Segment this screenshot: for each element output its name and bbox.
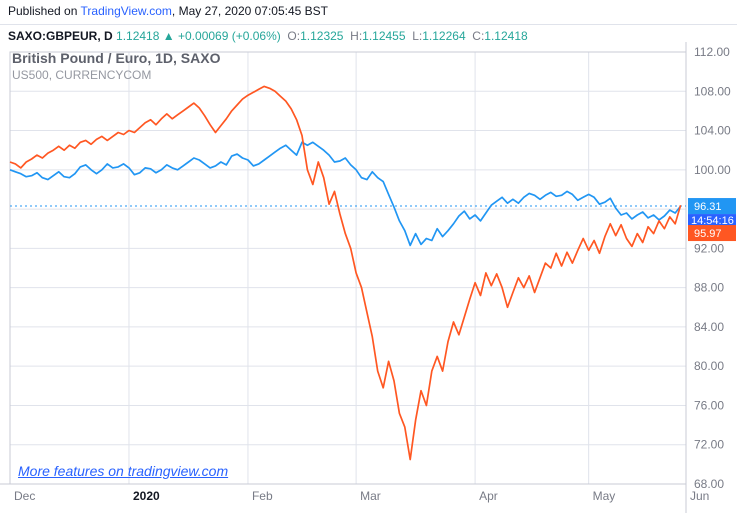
y-tick-label: 84.00 [694,320,724,334]
chart-title-main: British Pound / Euro, 1D, SAXO [12,50,220,66]
y-tick-label: 108.00 [694,84,731,98]
high-label: H: [350,29,362,43]
close-label: C: [472,29,484,43]
chart-area[interactable]: British Pound / Euro, 1D, SAXO US500, CU… [0,42,737,513]
price-tag-series1: 96.31 [694,201,722,213]
y-tick-label: 76.00 [694,398,724,412]
chart-svg: 68.0072.0076.0080.0084.0088.0092.0096.00… [0,42,737,513]
change-value: +0.00069 (+0.06%) [178,29,281,43]
chart-title-sub: US500, CURRENCYCOM [12,68,220,82]
y-tick-label: 72.00 [694,438,724,452]
x-tick-label: Jun [690,489,709,503]
x-tick-label: May [593,489,616,503]
published-prefix: Published on [8,4,81,18]
low-value: 1.12264 [422,29,465,43]
low-label: L: [412,29,422,43]
published-datetime: , May 27, 2020 07:05:45 BST [172,4,328,18]
symbol-label: SAXO:GBPEUR, D [8,29,113,43]
price-tag-series2: 95.97 [694,228,722,240]
y-tick-label: 92.00 [694,241,724,255]
published-bar: Published on TradingView.com, May 27, 20… [0,0,737,25]
x-tick-label: Dec [14,489,35,503]
y-tick-label: 100.00 [694,163,731,177]
more-features-link[interactable]: More features on tradingview.com [18,463,228,479]
y-tick-label: 112.00 [694,45,730,59]
series-GBPEUR [10,142,681,245]
x-tick-label: 2020 [133,489,160,503]
x-tick-label: Apr [479,489,498,503]
open-value: 1.12325 [300,29,343,43]
high-value: 1.12455 [362,29,405,43]
x-tick-label: Feb [252,489,273,503]
x-tick-label: Mar [360,489,381,503]
y-tick-label: 88.00 [694,281,724,295]
chart-title-block: British Pound / Euro, 1D, SAXO US500, CU… [12,50,220,82]
series-US500 [10,86,681,459]
y-tick-label: 80.00 [694,359,724,373]
tradingview-link[interactable]: TradingView.com [81,4,172,18]
last-price: 1.12418 [116,29,159,43]
close-value: 1.12418 [484,29,527,43]
y-tick-label: 104.00 [694,124,731,138]
up-arrow-icon: ▲ [163,29,175,43]
open-label: O: [287,29,300,43]
